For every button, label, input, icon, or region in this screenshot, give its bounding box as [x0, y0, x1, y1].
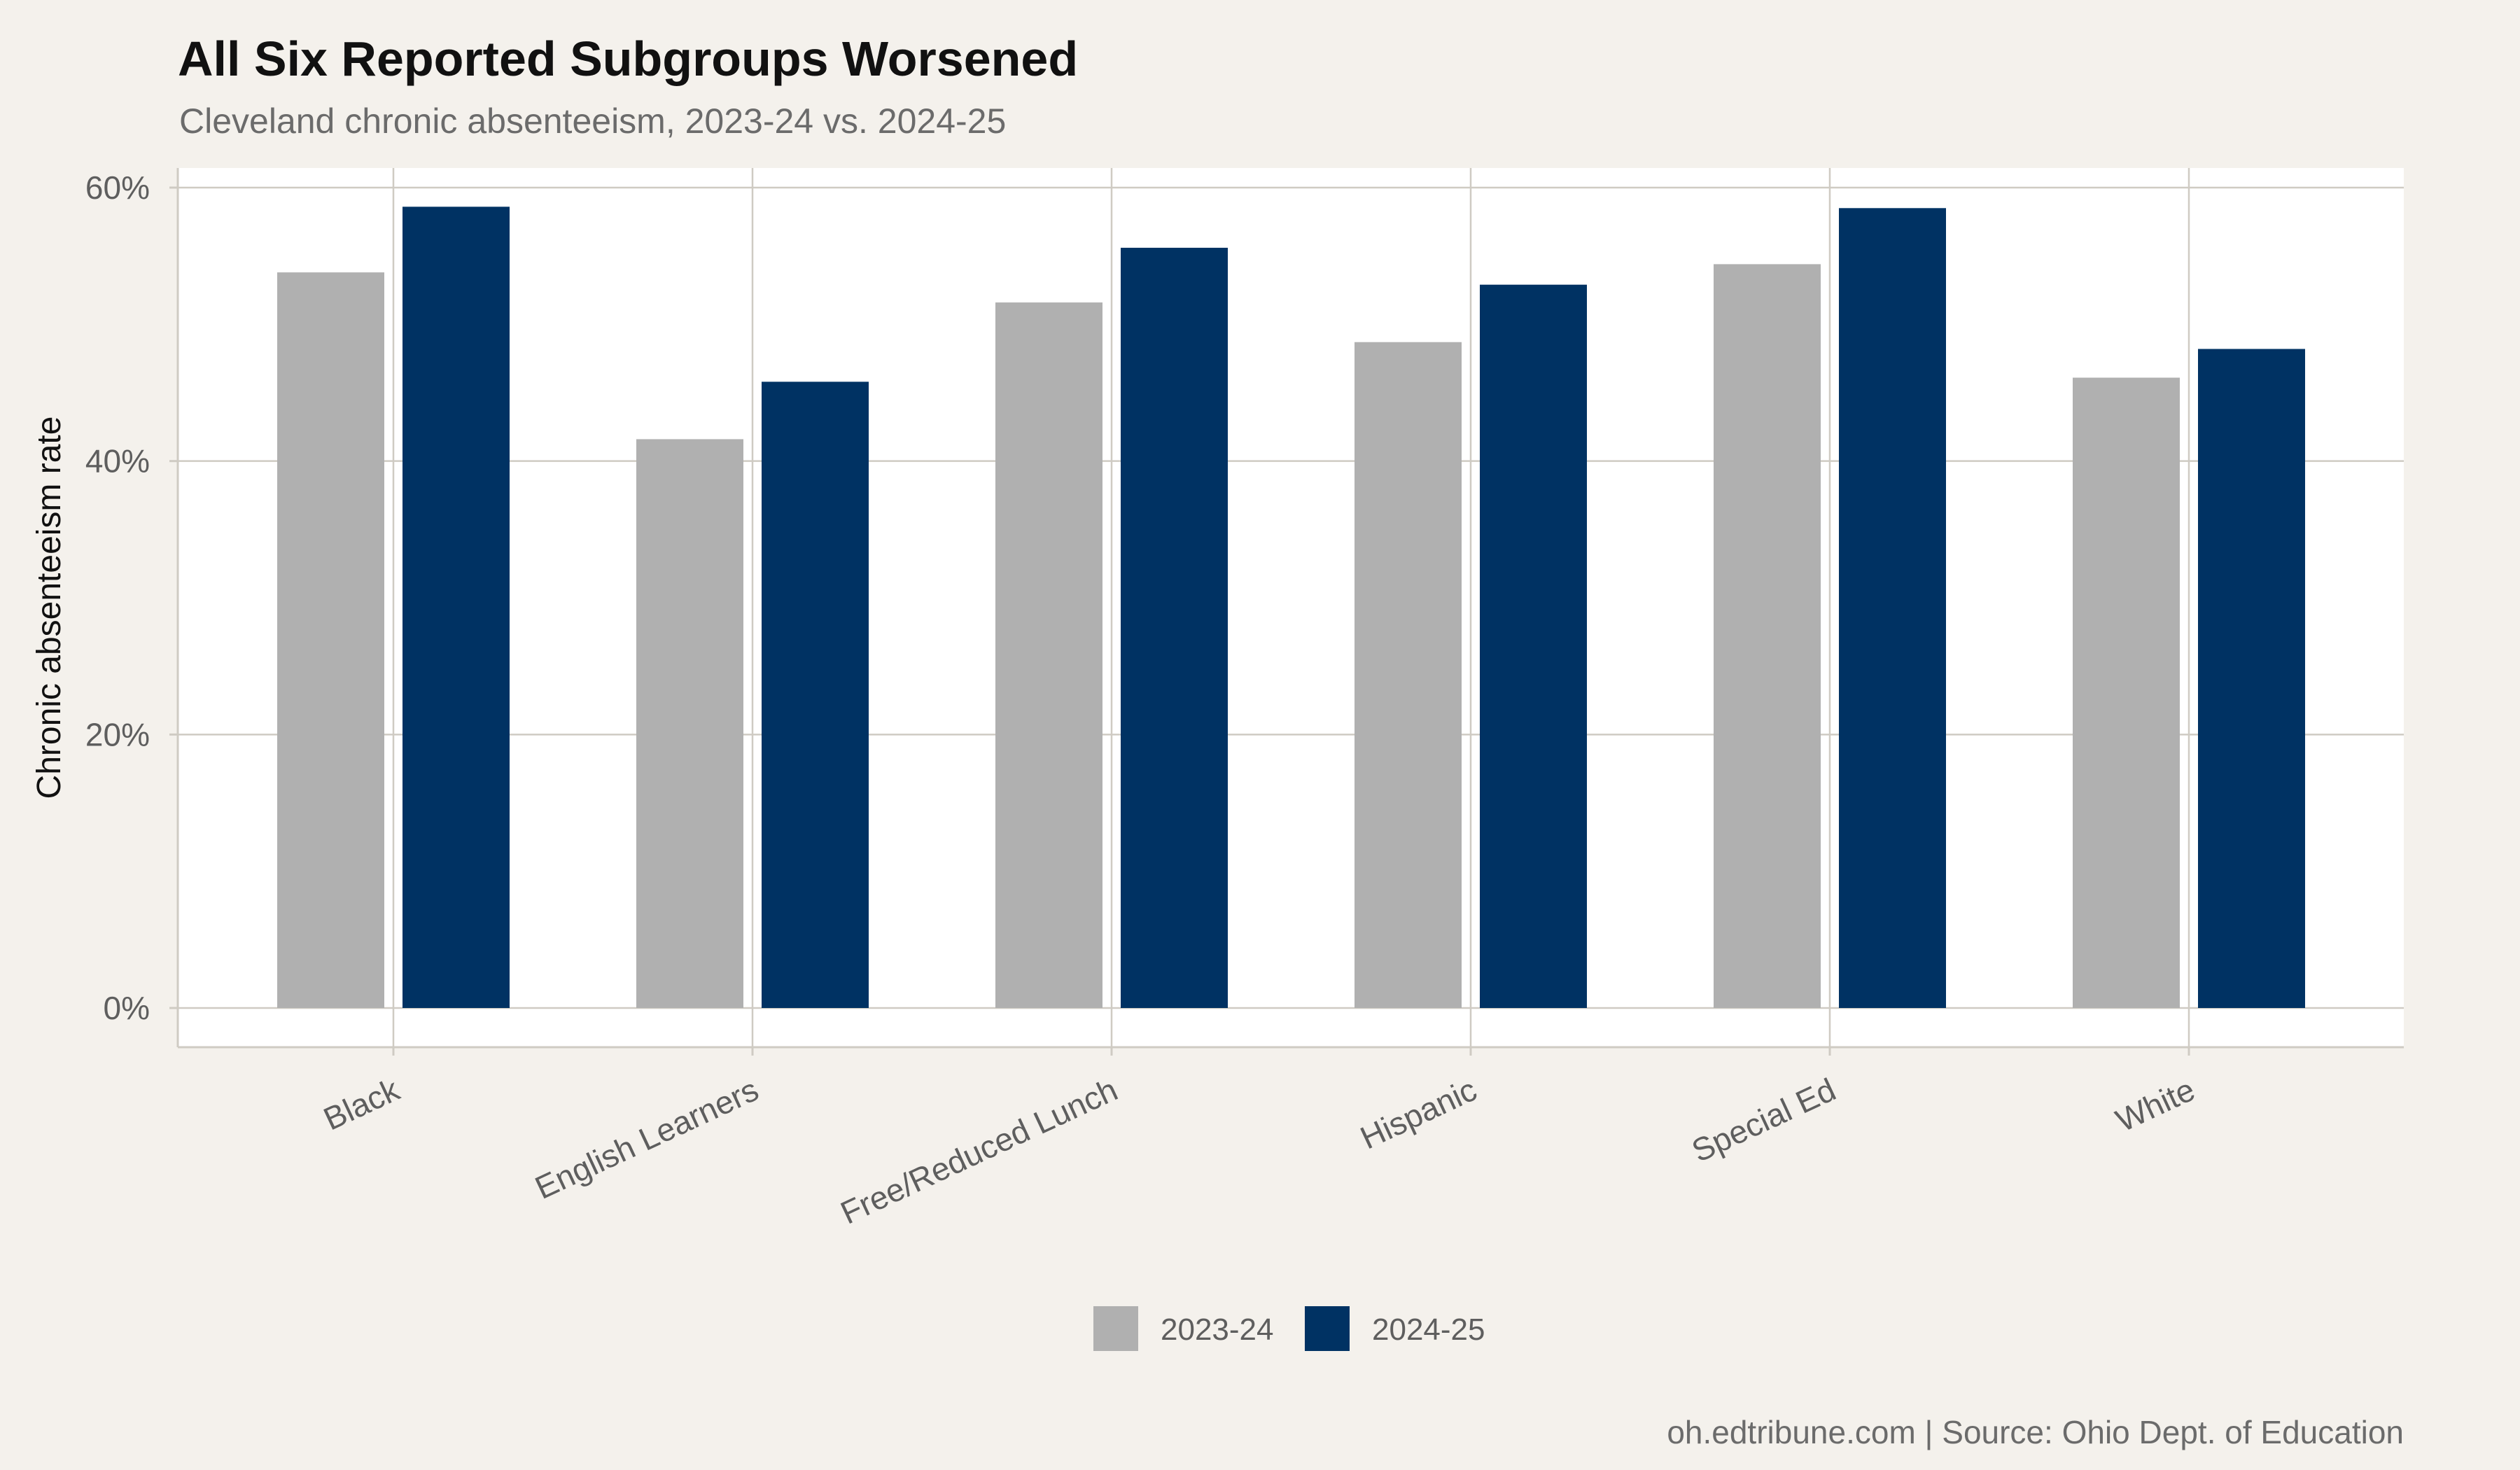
bar [402, 206, 510, 1008]
bar [2198, 349, 2305, 1008]
y-tick-label: 60% [85, 169, 150, 206]
x-tick-label: White [2110, 1071, 2201, 1139]
legend-label: 2023-24 [1161, 1312, 1273, 1347]
y-tick-label: 0% [104, 990, 150, 1026]
x-tick-label: Special Ed [1686, 1071, 1841, 1169]
bar [1839, 208, 1946, 1008]
y-tick-label: 40% [85, 443, 150, 479]
y-tick-labels: 0% 20% 40% 60% [85, 169, 178, 1026]
bar [1121, 247, 1228, 1008]
bar [2073, 377, 2180, 1008]
legend-swatch [1093, 1306, 1138, 1351]
x-tick-label: Black [318, 1071, 405, 1138]
gridlines [178, 168, 2404, 1047]
bar [1354, 342, 1462, 1008]
plot-panel [178, 168, 2404, 1046]
bar [995, 302, 1102, 1009]
bars [277, 206, 2305, 1009]
bar [277, 272, 384, 1008]
x-tick-labels: Black English Learners Free/Reduced Lunch H… [318, 1047, 2200, 1231]
x-tick-label: Hispanic [1354, 1071, 1482, 1156]
legend-label: 2024-25 [1372, 1312, 1485, 1347]
bar [636, 439, 743, 1008]
x-tick-label: English Learners [529, 1071, 764, 1206]
bar [762, 382, 869, 1008]
legend: 2023-24 2024-25 [1093, 1306, 1485, 1351]
legend-swatch [1305, 1306, 1350, 1351]
y-axis-title: Chronic absenteeism rate [31, 416, 68, 799]
bar [1714, 264, 1821, 1008]
caption: oh.edtribune.com | Source: Ohio Dept. of… [1667, 1414, 2404, 1450]
bar [1480, 284, 1587, 1009]
chart-subtitle: Cleveland chronic absenteeism, 2023-24 v… [179, 102, 1006, 141]
x-tick-label: Free/Reduced Lunch [835, 1071, 1123, 1231]
y-tick-label: 20% [85, 716, 150, 752]
chart-title: All Six Reported Subgroups Worsened [178, 31, 1078, 86]
